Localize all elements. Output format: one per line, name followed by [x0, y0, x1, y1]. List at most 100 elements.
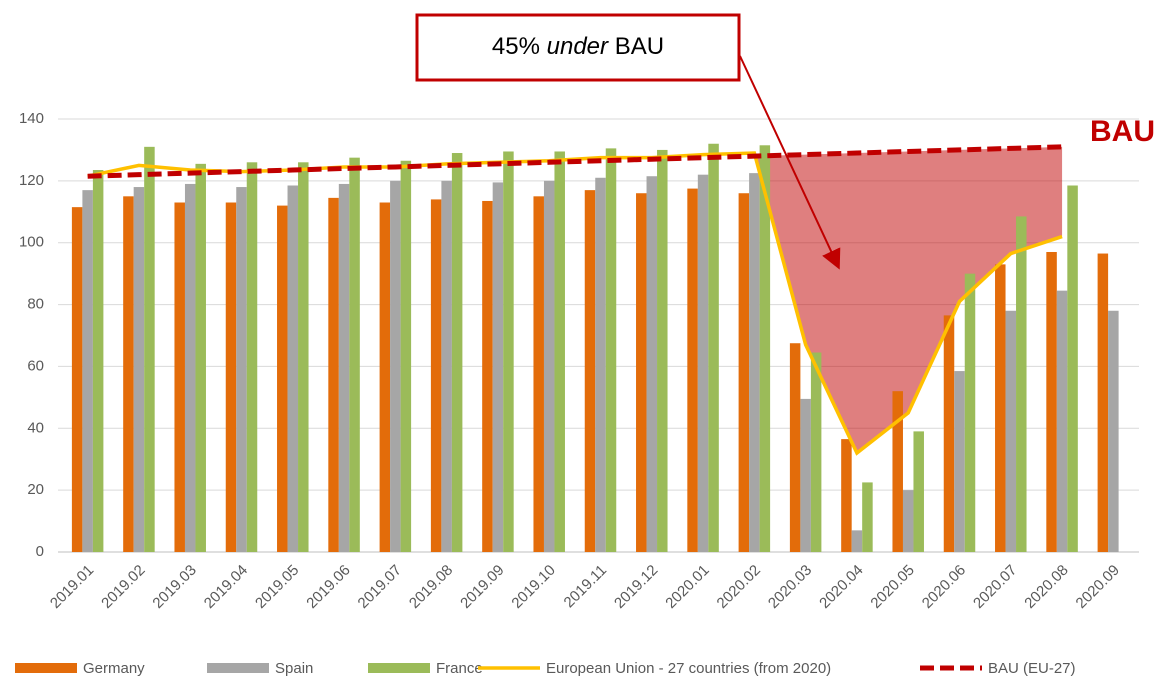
bar [246, 162, 258, 553]
y-tick-label: 100 [19, 234, 44, 251]
bar [451, 153, 463, 552]
legend-swatch [368, 663, 430, 673]
legend-label: BAU (EU-27) [988, 660, 1076, 677]
bar [738, 193, 750, 552]
bar [1097, 253, 1109, 552]
bar [862, 482, 873, 552]
bar [184, 183, 196, 552]
annotation-box [415, 13, 741, 82]
marks [71, 143, 1119, 553]
bar [195, 163, 206, 552]
legend-label: France [436, 660, 483, 677]
x-tick-label: 2020.06 [919, 562, 969, 612]
x-tick-label: 2019.11 [561, 562, 611, 612]
x-tick-label: 2020.04 [816, 562, 866, 612]
x-tick-label: 2020.03 [765, 562, 815, 612]
bar [1016, 216, 1027, 553]
y-tick-label: 120 [19, 172, 44, 189]
x-tick-label: 2020.02 [714, 562, 764, 612]
bar [298, 162, 309, 553]
bar [646, 176, 658, 553]
bar [400, 160, 412, 552]
x-tick-label: 2020.07 [970, 562, 1020, 612]
bar [697, 174, 709, 552]
bar [92, 170, 104, 552]
bar [636, 193, 647, 552]
bar [964, 273, 976, 552]
bar [225, 202, 237, 552]
bar [71, 207, 83, 552]
bar [123, 196, 134, 553]
legend-label: European Union - 27 countries (from 2020… [546, 660, 831, 677]
x-tick-label: 2019.05 [252, 562, 302, 612]
bar [841, 439, 852, 552]
y-tick-label: 40 [27, 419, 44, 436]
bar [584, 190, 596, 552]
bar [995, 264, 1006, 552]
bar [82, 190, 93, 552]
x-tick-label: 2019.10 [508, 562, 558, 612]
bar [379, 202, 391, 552]
bar [759, 145, 771, 552]
x-tick-label: 2019.02 [98, 562, 148, 612]
annotation-part: BAU [615, 33, 664, 60]
bar [1056, 290, 1068, 552]
bar [441, 180, 452, 552]
bar [800, 398, 811, 552]
bar [595, 177, 606, 552]
annotation-arrow [739, 55, 841, 270]
bar [789, 343, 801, 552]
bar [287, 185, 299, 552]
bar [236, 187, 247, 553]
y-tick-label: 140 [19, 110, 44, 127]
x-tick-label: 2020.01 [662, 562, 712, 612]
gap-area [754, 146, 1063, 454]
legend-swatch [15, 663, 77, 673]
bar [913, 431, 924, 552]
bar [503, 151, 514, 552]
bar [1108, 310, 1119, 552]
bar [687, 188, 698, 552]
bar [133, 187, 145, 553]
annotation-part: 45% [492, 33, 540, 60]
bar [430, 199, 442, 552]
bar [390, 180, 401, 552]
bar [954, 371, 965, 552]
bar [1046, 251, 1057, 552]
x-tick-label: 2019.07 [355, 562, 405, 612]
bar [349, 157, 360, 553]
legend: Germany Spain France European Union - 27 co… [15, 660, 1076, 677]
bar [338, 183, 350, 552]
y-tick-label: 20 [27, 481, 44, 498]
annotation: 45% under BAU [492, 33, 664, 60]
x-tick-label: 2019.01 [47, 562, 97, 612]
bar [1005, 310, 1017, 552]
line [87, 144, 1063, 179]
bar [492, 182, 504, 552]
bar [482, 200, 493, 553]
x-tick-label: 2019.06 [303, 562, 353, 612]
bar [328, 197, 339, 552]
bar [708, 143, 719, 552]
bar [174, 202, 185, 552]
bar [277, 205, 288, 552]
x-tick-label: 2019.03 [149, 562, 199, 612]
y-tick-label: 80 [27, 296, 44, 313]
bar [144, 146, 155, 553]
bar [554, 151, 565, 552]
bar [943, 315, 955, 552]
legend-swatch [207, 663, 269, 673]
bar [543, 180, 555, 552]
x-tick-label: 2019.12 [611, 562, 661, 612]
y-tick-label: 60 [27, 357, 44, 374]
bar [810, 352, 822, 552]
x-tick-label: 2019.04 [201, 562, 251, 612]
x-tick-label: 2020.08 [1021, 562, 1071, 612]
bar [749, 173, 760, 552]
x-tick-label: 2020.09 [1073, 562, 1123, 612]
side-label: BAU [1090, 115, 1155, 148]
bar [1067, 185, 1078, 552]
x-tick-label: 2019.08 [406, 562, 456, 612]
bar [892, 391, 903, 552]
legend-label: Germany [83, 660, 145, 677]
